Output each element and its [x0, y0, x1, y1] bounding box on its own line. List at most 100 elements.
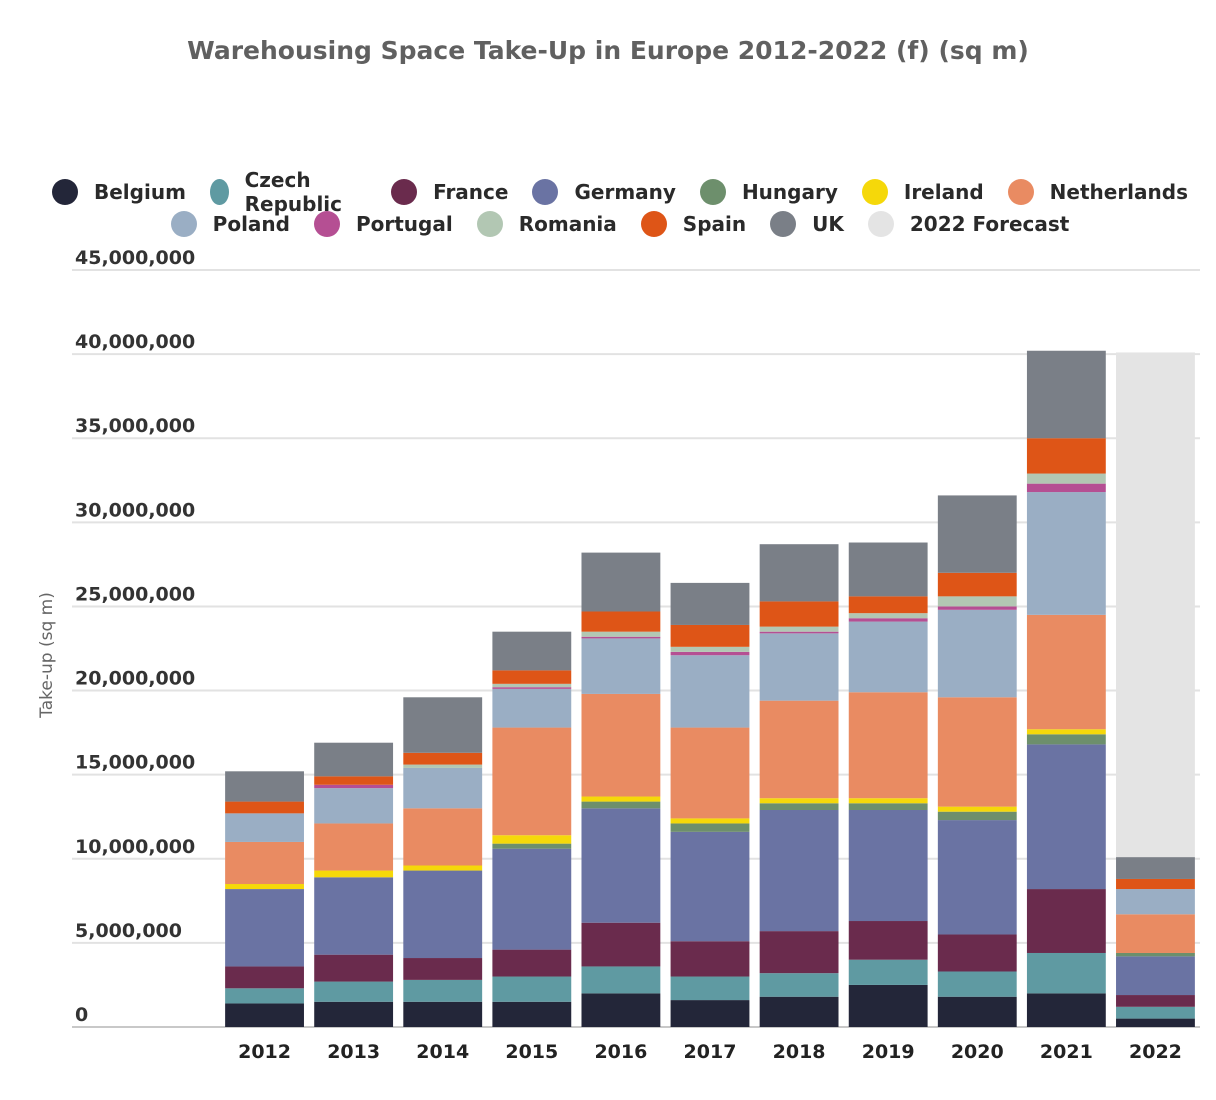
legend-label: UK	[812, 212, 844, 236]
bar-segment-romania-2017	[670, 646, 750, 652]
legend-swatch	[476, 211, 503, 237]
chart-title: Warehousing Space Take-Up in Europe 2012…	[187, 36, 1029, 65]
bar-segment-czech-republic-2021	[1026, 952, 1106, 994]
y-tick-label: 35,000,000	[75, 415, 195, 437]
bars	[225, 350, 1195, 1027]
x-tick-label: 2020	[951, 1041, 1004, 1063]
x-tick-label: 2019	[862, 1041, 915, 1063]
bar-segment-belgium-2015	[492, 1001, 572, 1027]
bar-segment-netherlands-2012	[225, 841, 304, 885]
bar-segment-2022-forecast-2022	[1116, 352, 1195, 858]
legend-row: Belgium Czech Republic France Germany Hungar…	[40, 168, 1200, 216]
legend-swatch	[1007, 179, 1034, 205]
legend-item-2022-forecast: 2022 Forecast	[867, 211, 1070, 237]
bar-segment-france-2013	[314, 954, 394, 982]
bar-segment-germany-2017	[670, 831, 750, 942]
bar-segment-belgium-2021	[1026, 993, 1106, 1027]
x-tick-label: 2022	[1129, 1041, 1182, 1063]
bar-segment-hungary-2019	[848, 803, 928, 810]
bar-segment-czech-republic-2012	[225, 988, 304, 1004]
bar-segment-netherlands-2016	[581, 693, 661, 797]
bar-segment-czech-republic-2022	[1116, 1006, 1195, 1019]
bar-segment-ireland-2014	[403, 865, 483, 871]
x-tick-label: 2014	[416, 1041, 469, 1063]
bar-segment-germany-2014	[403, 870, 483, 959]
bar-segment-belgium-2016	[581, 993, 661, 1027]
x-tick-label: 2018	[773, 1041, 826, 1063]
legend-label: Germany	[574, 180, 676, 204]
bar-segment-france-2016	[581, 922, 661, 967]
bar-segment-spain-2018	[759, 601, 839, 627]
bar-segment-ireland-2016	[581, 796, 661, 802]
bar-segment-belgium-2019	[848, 984, 928, 1027]
y-tick-label: 25,000,000	[75, 583, 195, 605]
bar-segment-netherlands-2022	[1116, 914, 1195, 953]
bar-segment-poland-2014	[403, 767, 483, 809]
bar-segment-czech-republic-2016	[581, 966, 661, 994]
legend-item-belgium: Belgium	[52, 179, 186, 205]
bar-segment-belgium-2020	[937, 996, 1017, 1027]
legend-item-hungary: Hungary	[699, 179, 838, 205]
bar-segment-hungary-2020	[937, 811, 1017, 821]
bar-segment-uk-2015	[492, 631, 572, 671]
bar-segment-hungary-2016	[581, 801, 661, 809]
legend-label: Ireland	[903, 180, 984, 204]
legend-label: Belgium	[94, 180, 186, 204]
x-tick-label: 2015	[505, 1041, 558, 1063]
bar-segment-portugal-2019	[848, 618, 928, 622]
bar-segment-ireland-2021	[1026, 729, 1106, 735]
y-tick-label: 45,000,000	[75, 247, 195, 269]
bar-segment-portugal-2016	[581, 636, 661, 639]
bar-segment-germany-2019	[848, 809, 928, 922]
legend-item-poland: Poland	[170, 211, 290, 237]
bar-segment-spain-2019	[848, 596, 928, 614]
legend-swatch	[52, 179, 78, 205]
bar-segment-poland-2022	[1116, 889, 1195, 915]
bar-segment-spain-2014	[403, 752, 483, 765]
bar-segment-uk-2016	[581, 552, 661, 612]
bar-segment-ireland-2013	[314, 870, 394, 878]
bar-segment-poland-2015	[492, 688, 572, 728]
legend-swatch	[770, 211, 797, 237]
bar-segment-romania-2014	[403, 764, 483, 768]
x-tick-label: 2016	[594, 1041, 647, 1063]
y-tick-label: 40,000,000	[75, 331, 195, 353]
bar-segment-romania-2018	[759, 626, 839, 632]
bar-segment-ireland-2020	[937, 806, 1017, 812]
y-axis-ticks: 0 5,000,000 10,000,000 15,000,000 20,000,000…	[75, 247, 195, 1026]
legend-item-netherlands: Netherlands	[1007, 179, 1188, 205]
y-tick-label: 0	[75, 1004, 88, 1026]
legend-label: Spain	[682, 212, 747, 236]
bar-segment-czech-republic-2020	[937, 971, 1017, 997]
y-tick-label: 20,000,000	[75, 668, 195, 690]
bar-segment-netherlands-2013	[314, 823, 394, 871]
bar-segment-spain-2015	[492, 670, 572, 684]
legend-swatch	[209, 179, 229, 205]
bar-segment-spain-2012	[225, 801, 304, 814]
bar-segment-uk-2019	[848, 542, 928, 597]
bar-segment-portugal-2018	[759, 631, 839, 634]
bar-segment-belgium-2013	[314, 1001, 394, 1027]
legend-label: Portugal	[355, 212, 453, 236]
bar-segment-hungary-2015	[492, 843, 572, 849]
bar-segment-portugal-2013	[314, 784, 394, 789]
legend-label: 2022 Forecast	[909, 212, 1070, 236]
bar-segment-uk-2014	[403, 697, 483, 753]
bar-segment-spain-2021	[1026, 438, 1106, 474]
bar-segment-hungary-2018	[759, 803, 839, 810]
bar-segment-germany-2012	[225, 889, 304, 967]
bar-segment-france-2018	[759, 931, 839, 974]
legend-swatch	[313, 211, 340, 237]
bar-segment-czech-republic-2014	[403, 979, 483, 1002]
legend-item-ireland: Ireland	[861, 179, 984, 205]
bar-segment-ireland-2019	[848, 798, 928, 804]
legend-label: Hungary	[741, 180, 838, 204]
bar-segment-uk-2018	[759, 544, 839, 602]
legend-swatch	[170, 211, 197, 237]
bar-segment-czech-republic-2013	[314, 981, 394, 1002]
legend-swatch	[532, 179, 559, 205]
y-tick-label: 15,000,000	[75, 752, 195, 774]
legend-label: Romania	[518, 212, 617, 236]
bar-segment-france-2020	[937, 934, 1017, 972]
bar-segment-netherlands-2021	[1026, 614, 1106, 730]
